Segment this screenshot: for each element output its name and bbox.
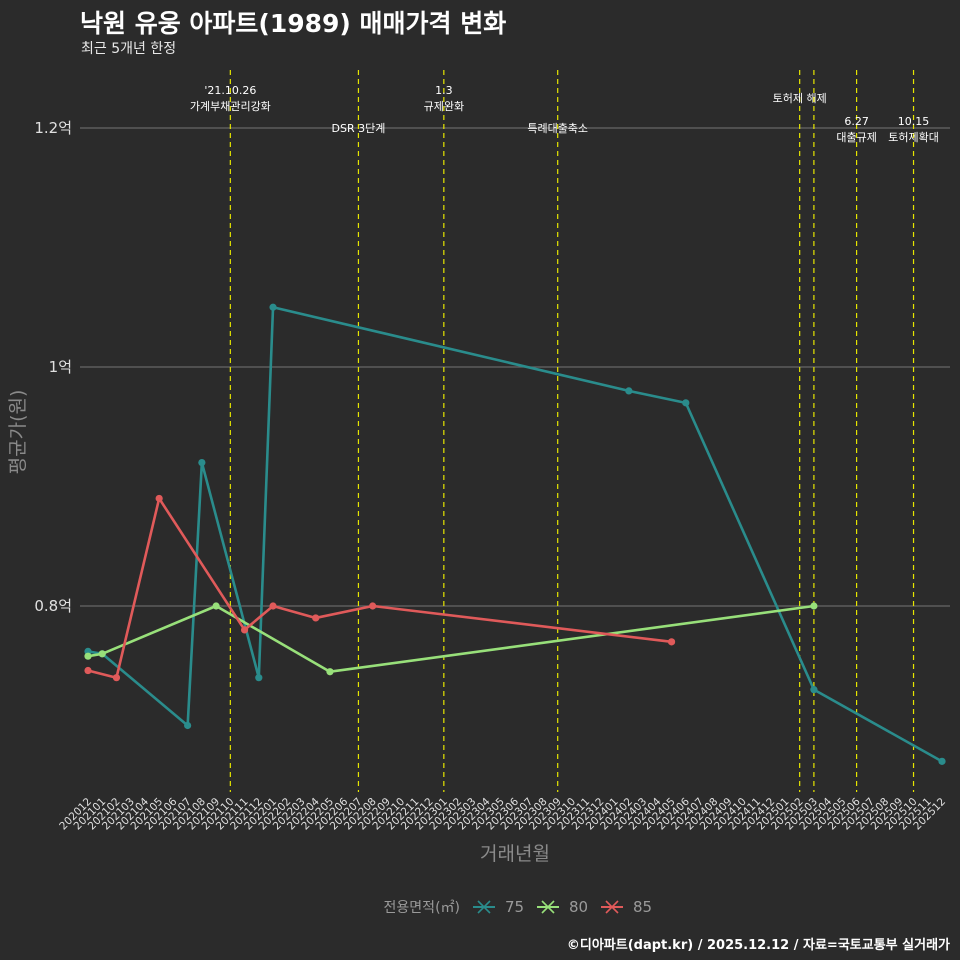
series-line-85 bbox=[86, 497, 673, 680]
event-label: DSR 3단계 bbox=[332, 122, 386, 135]
event-label: 대출규제 bbox=[836, 131, 876, 144]
series-line-75 bbox=[86, 305, 944, 763]
event-label: '21.10.26 bbox=[204, 84, 256, 97]
y-tick-label: 1.2억 bbox=[34, 119, 72, 137]
data-point-75 bbox=[198, 459, 206, 467]
event-label: 토허제확대 bbox=[888, 131, 939, 144]
data-point-80 bbox=[326, 668, 334, 676]
data-point-75 bbox=[810, 686, 818, 694]
legend-item-80: 80 bbox=[537, 898, 588, 916]
data-point-75 bbox=[682, 399, 690, 407]
series-layer bbox=[84, 303, 946, 765]
data-point-85 bbox=[155, 494, 163, 503]
data-point-85 bbox=[84, 666, 92, 675]
chart-title: 낙원 유웅 아파트(1989) 매매가격 변화 bbox=[80, 9, 507, 38]
data-point-85 bbox=[667, 638, 676, 646]
legend: 전용면적(㎡) 75 80 85 bbox=[384, 898, 653, 916]
data-point-85 bbox=[112, 674, 121, 682]
axis-layer: 0.8억1억1.2억평균가(원)202012202101202102202103… bbox=[7, 119, 948, 865]
event-label: 토허제 해제 bbox=[773, 91, 827, 105]
source-caption: ©디아파트(dapt.kr) / 2025.12.12 / 자료=국토교통부 실… bbox=[566, 938, 950, 953]
legend-item-85: 85 bbox=[601, 898, 652, 916]
data-point-85 bbox=[240, 626, 249, 634]
legend-item-75: 75 bbox=[473, 898, 524, 916]
legend-key-cross bbox=[605, 900, 619, 914]
data-point-85 bbox=[312, 614, 320, 622]
grid-layer bbox=[80, 127, 950, 607]
legend-key-cross bbox=[541, 900, 555, 914]
x-axis-title: 거래년월 bbox=[480, 843, 550, 865]
y-axis-title: 평균가(원) bbox=[7, 390, 29, 475]
legend-key-cross bbox=[477, 900, 491, 914]
chart-subtitle: 최근 5개년 한정 bbox=[81, 41, 177, 57]
legend-title: 전용면적(㎡) bbox=[384, 900, 460, 916]
legend-label: 85 bbox=[633, 898, 652, 916]
data-point-80 bbox=[84, 652, 92, 660]
event-label: 6.27 bbox=[844, 115, 869, 128]
data-point-75 bbox=[938, 757, 946, 765]
y-tick-label: 1억 bbox=[49, 358, 72, 376]
data-point-80 bbox=[98, 650, 106, 658]
event-label: 특례대출축소 bbox=[527, 122, 588, 135]
data-point-75 bbox=[184, 721, 192, 730]
event-label: 10.15 bbox=[898, 115, 930, 128]
data-point-75 bbox=[269, 303, 277, 311]
legend-label: 80 bbox=[569, 898, 588, 916]
data-point-80 bbox=[212, 602, 220, 610]
legend-label: 75 bbox=[505, 898, 524, 916]
data-point-85 bbox=[369, 602, 377, 610]
event-label: 규제완화 bbox=[424, 100, 464, 113]
data-point-75 bbox=[625, 387, 633, 395]
data-point-75 bbox=[255, 674, 263, 682]
event-label: 가계부채관리강화 bbox=[190, 100, 271, 113]
data-point-80 bbox=[810, 602, 818, 610]
data-point-85 bbox=[269, 602, 277, 610]
y-tick-label: 0.8억 bbox=[34, 597, 72, 615]
event-label: 1.3 bbox=[435, 84, 453, 97]
